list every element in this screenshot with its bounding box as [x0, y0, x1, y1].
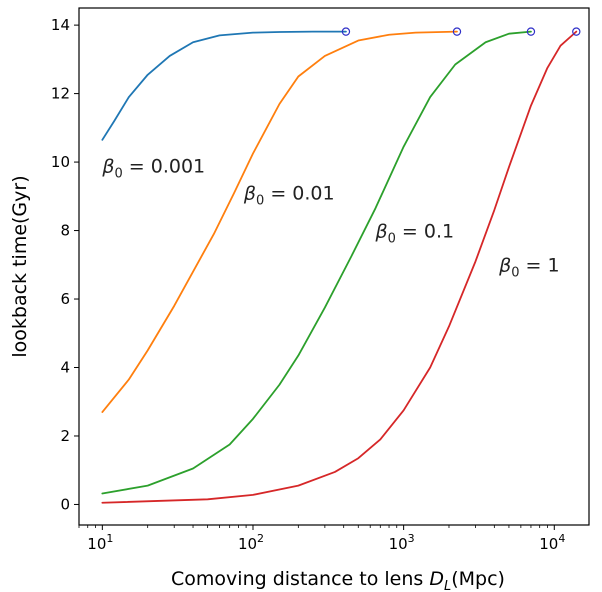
x-tick-label: 102 — [238, 532, 264, 553]
series-layer — [101, 30, 578, 504]
series-line-3 — [101, 30, 532, 495]
y-axis-label: lookback time(Gyr) — [9, 175, 31, 357]
y-tick-label: 10 — [51, 153, 70, 171]
y-tick-label: 8 — [60, 222, 70, 240]
series-endpoint-marker-4 — [572, 27, 581, 36]
y-tick-label: 0 — [60, 495, 70, 513]
x-tick-label: 103 — [389, 532, 415, 553]
series-line-2 — [101, 30, 458, 413]
series-endpoint-marker-2 — [452, 27, 462, 36]
y-tick-label: 12 — [51, 85, 70, 103]
y-tick-label: 6 — [60, 290, 70, 308]
annotations-layer: β0 = 0.001 β0 = 0.01 β0 = 0.1 β0 = 1 — [101, 155, 559, 280]
series-annotation-2: β0 = 0.01 — [243, 183, 335, 209]
series-annotation-4: β0 = 1 — [498, 255, 560, 281]
y-tick-label: 2 — [60, 427, 70, 445]
series-annotation-1: β0 = 0.001 — [101, 155, 205, 181]
y-tick-label: 4 — [60, 359, 70, 377]
x-axis-label: Comoving distance to lens DL(Mpc) — [171, 568, 505, 592]
x-tick-label: 104 — [539, 532, 565, 553]
series-line-1 — [101, 30, 347, 141]
series-endpoint-marker-3 — [526, 27, 536, 36]
endpoint-markers-layer — [341, 27, 581, 36]
series-line-4 — [101, 30, 578, 504]
axes-layer: 0 2 4 6 8 10 12 14 101 102 103 104 — [51, 16, 565, 553]
y-tick-label: 14 — [51, 16, 70, 34]
x-tick-label: 101 — [87, 532, 113, 553]
series-endpoint-marker-1 — [341, 27, 351, 36]
plot-frame — [78, 7, 590, 526]
series-annotation-3: β0 = 0.1 — [374, 220, 454, 246]
